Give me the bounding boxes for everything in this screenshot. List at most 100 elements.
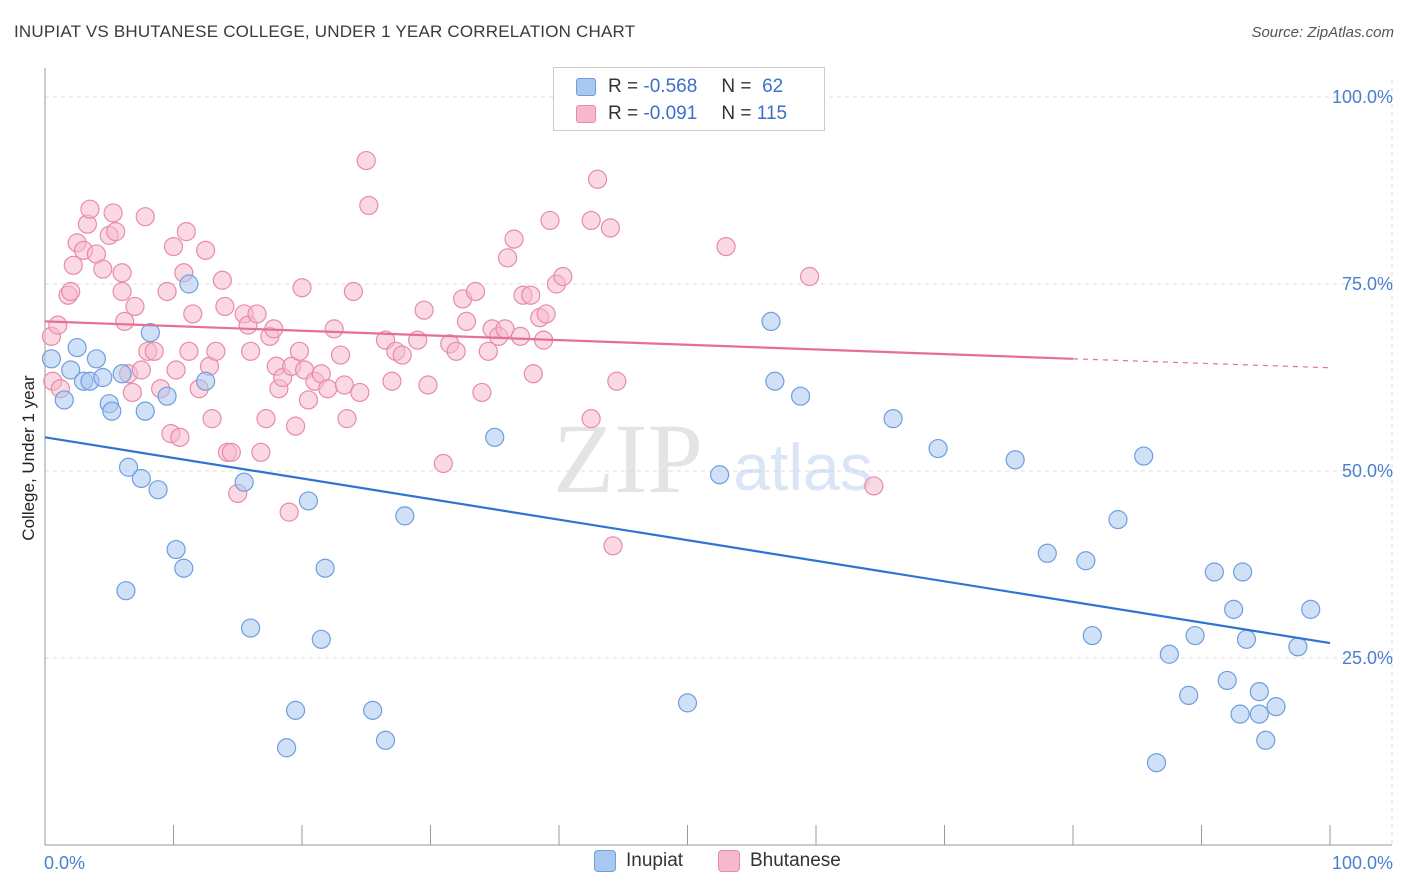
bhutanese-point [135, 207, 155, 227]
bhutanese-point [799, 266, 820, 287]
bhutanese-point [106, 222, 126, 242]
bhutanese-point [356, 150, 376, 171]
bhutanese-point [553, 266, 573, 287]
bhutanese-point [61, 281, 81, 302]
inupiat-point [1233, 562, 1253, 582]
inupiat-point [276, 738, 297, 758]
inupiat-point [1224, 599, 1244, 619]
x-tick-label-max: 100.0% [1332, 853, 1393, 873]
bhutanese-point [498, 248, 518, 268]
bhutanese-point [103, 203, 123, 223]
y-tick-label: 75.0% [1342, 274, 1393, 294]
bhutanese-point [521, 285, 541, 305]
bhutanese-point [115, 311, 135, 331]
legend-r-label: R = [608, 103, 639, 124]
bhutanese-point [359, 195, 379, 216]
legend-item-bhutanese[interactable]: Bhutanese [718, 850, 841, 872]
legend-r-label: R = [608, 76, 639, 97]
bhutanese-point [523, 364, 543, 384]
inupiat-point [298, 491, 319, 511]
legend-r-value: -0.568 [643, 76, 698, 97]
inupiat-point [118, 457, 139, 477]
chart-title: INUPIAT VS BHUTANESE COLLEGE, UNDER 1 YE… [14, 22, 636, 41]
inupiat-point [1108, 510, 1128, 530]
inupiat-point [41, 349, 62, 369]
inupiat-point [1146, 753, 1167, 773]
inupiat-point [1230, 704, 1250, 724]
trend-lines [44, 320, 1331, 645]
inupiat-point [395, 506, 415, 526]
bhutanese-point [176, 222, 196, 242]
bhutanese-point [179, 341, 199, 361]
y-axis-label: College, Under 1 year [19, 375, 38, 541]
bhutanese-point [510, 326, 531, 346]
bhutanese-point [536, 304, 556, 324]
bhutanese-point [215, 296, 235, 317]
inupiat-point [131, 468, 151, 489]
inupiat-point [102, 401, 122, 421]
bhutanese-point [600, 218, 621, 238]
inupiat-point [765, 371, 785, 391]
inupiat-point [174, 558, 194, 578]
bhutanese-point [418, 375, 438, 395]
bhutanese-point [433, 453, 453, 474]
bhutanese-point [603, 536, 623, 556]
stats-legend: R = -0.568 N = 62 R = -0.091 N = 115 [553, 67, 825, 131]
inupiat-point [157, 386, 177, 406]
inupiat-point [86, 349, 107, 369]
inupiat-point [196, 371, 216, 391]
bhutanese-point [112, 281, 132, 302]
bhutanese-point [131, 360, 151, 380]
bhutanese-point [206, 341, 226, 361]
bhutanese-point [166, 360, 186, 380]
inupiat-point [1082, 625, 1102, 646]
bhutanese-point [80, 199, 100, 219]
inupiat-point [1185, 625, 1205, 646]
bhutanese-point [334, 375, 355, 395]
inupiat-point [1005, 450, 1025, 470]
legend-label-bhutanese: Bhutanese [750, 850, 841, 871]
bhutanese-point [478, 341, 498, 361]
bhutanese-point [607, 371, 627, 391]
inupiat-point [311, 629, 331, 649]
inupiat-point [135, 401, 155, 421]
x-tick-labels: 0.0% 100.0% [44, 853, 1393, 873]
bhutanese-point [540, 210, 560, 231]
bhutanese-point [93, 259, 113, 279]
bhutanese-point [472, 382, 492, 403]
bhutanese-point [170, 427, 190, 447]
watermark-zip: ZIP [553, 403, 703, 514]
legend-r-value: -0.091 [643, 103, 698, 124]
bhutanese-point [289, 341, 310, 361]
bhutanese-points [41, 150, 884, 556]
bhutanese-point [202, 409, 222, 429]
inupiat-point [883, 409, 903, 429]
legend-n-value: 115 [756, 103, 788, 124]
inupiat-point [285, 700, 306, 720]
bhutanese-point [251, 442, 271, 462]
bhutanese-point [587, 169, 608, 189]
bhutanese-point [212, 270, 232, 290]
legend-n-label: N = [721, 103, 752, 124]
inupiat-point [148, 480, 168, 500]
bhutanese-point [716, 237, 736, 257]
inupiat-point [1236, 629, 1257, 649]
inupiat-point [1134, 446, 1154, 466]
legend-row-inupiat: R = -0.568 N = 62 [576, 74, 783, 100]
y-tick-label: 25.0% [1342, 648, 1393, 668]
inupiat-point [140, 323, 160, 343]
inupiat-trend-line [44, 436, 1331, 645]
legend-item-inupiat[interactable]: Inupiat [594, 850, 683, 872]
bhutanese-point [414, 300, 434, 320]
y-tick-labels: 100.0% 75.0% 50.0% 25.0% [1332, 87, 1393, 668]
inupiat-point [116, 581, 136, 601]
bhutanese-point [163, 237, 184, 257]
inupiat-points [41, 274, 1321, 773]
inupiat-point [1249, 704, 1269, 724]
watermark-atlas: atlas [733, 430, 872, 504]
bhutanese-point [157, 281, 177, 302]
legend-swatch-inupiat [576, 78, 596, 96]
bhutanese-trend-extension [1072, 358, 1331, 369]
bhutanese-point [456, 311, 477, 331]
